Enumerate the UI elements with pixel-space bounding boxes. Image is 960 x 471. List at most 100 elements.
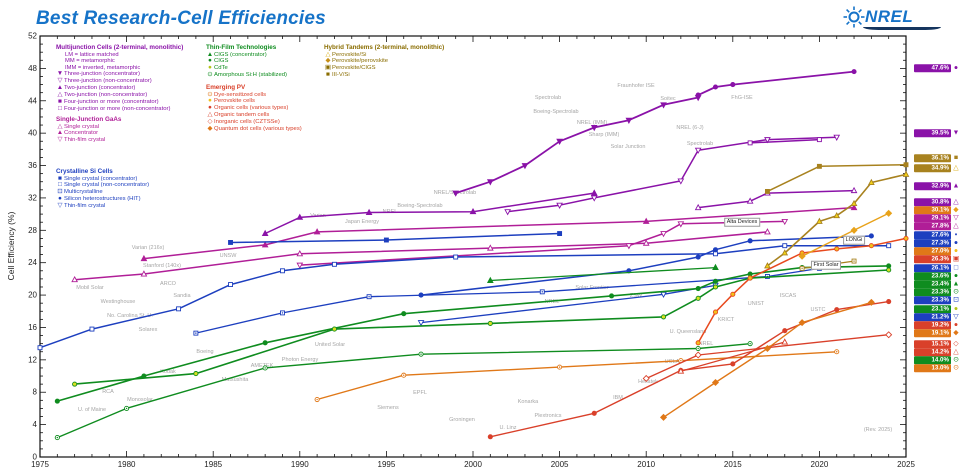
- series-si-single-crystal-concentrator-: [228, 231, 563, 245]
- series-perovskite-perovskite-tandem: [798, 209, 893, 260]
- series-cdte: [72, 267, 892, 387]
- legend-note: MM = metamorphic: [65, 58, 115, 65]
- y-tick-label: 28: [28, 226, 37, 235]
- series-perovskite-si-tandem: [764, 170, 910, 269]
- record-chip: 21.2%: [914, 313, 951, 321]
- legend-item-label: CdTe: [214, 65, 228, 72]
- x-tick-label: 1990: [291, 460, 309, 469]
- legend-marker-icon: ▼: [56, 70, 64, 78]
- legend-item-label: Four-junction or more (concentrator): [64, 98, 159, 105]
- legend-item-label: Four-junction or more (non-concentrator): [64, 105, 171, 112]
- record-chip: 26.3%: [914, 255, 951, 263]
- record-chip: 36.1%: [914, 154, 951, 162]
- sun-icon: [843, 6, 865, 28]
- legend-item: ● Silicon heterostructures (HIT): [56, 195, 149, 203]
- legend-marker-icon: ●: [58, 195, 62, 203]
- record-chip: 30.1%: [914, 206, 951, 214]
- record-chip: 39.5%: [914, 129, 951, 137]
- record-chip: 27.0%: [914, 247, 951, 255]
- legend-item-label: Two-junction (concentrator): [64, 85, 136, 92]
- series-iii-v-si-tandem: [764, 162, 909, 194]
- legend-marker-icon: ▲: [56, 129, 64, 137]
- record-chip: 27.6%: [914, 231, 951, 239]
- y-tick-label: 16: [28, 323, 37, 332]
- y-tick-label: 12: [28, 355, 37, 364]
- legend-marker-icon: ⊙: [207, 71, 213, 79]
- legend-item: △ Organic tandem cells: [206, 111, 302, 119]
- legend-marker-icon: △: [325, 50, 331, 58]
- series-dye-sensitized-cells: [314, 349, 840, 403]
- record-chip-marker-icon: ⊙: [953, 356, 959, 364]
- record-chip-marker-icon: ⊙: [953, 288, 959, 296]
- y-axis-title: Cell Efficiency (%): [6, 211, 16, 280]
- x-tick-label: 2020: [811, 460, 829, 469]
- x-tick-label: 1975: [31, 460, 49, 469]
- legend-item: ▣Perovskite/CIGS: [324, 64, 444, 72]
- legend-item: ▽ Thin-film crystal: [56, 202, 149, 210]
- legend-section-title: Hybrid Tandems (2-terminal, monolithic): [324, 44, 445, 51]
- legend-marker-icon: △: [57, 122, 63, 130]
- legend-note: LM = lattice matched: [65, 51, 119, 58]
- legend-item: △ Two-junction (non-concentrator): [56, 91, 183, 99]
- x-tick-label: 2005: [551, 460, 569, 469]
- record-chip: 19.2%: [914, 321, 951, 329]
- record-chip-marker-icon: ◆: [953, 329, 959, 337]
- logo-swoosh: [863, 27, 941, 30]
- legend-item-label: Perovskite/perovskite: [332, 58, 388, 65]
- legend-marker-icon: ⊡: [57, 188, 63, 196]
- series-three-junction-concentrator-: [452, 95, 702, 197]
- legend-marker-icon: ▣: [324, 64, 332, 72]
- legend-item-label: Quantum dot cells (various types): [214, 126, 302, 133]
- legend-section-title: Single-Junction GaAs: [56, 116, 122, 123]
- legend-item-label: Single crystal (non-concentrator): [64, 182, 150, 189]
- legend-item: ▽ Thin-film crystal: [56, 136, 121, 144]
- legend-item-label: Thin-film crystal: [64, 137, 106, 144]
- legend-item: ◆ Perovskite/perovskite: [324, 58, 444, 65]
- legend-marker-icon: ●: [208, 64, 212, 72]
- record-chip-marker-icon: ▼: [952, 129, 960, 137]
- legend-marker-icon: ●: [208, 57, 212, 65]
- legend-item-label: Thin-film crystal: [64, 203, 106, 210]
- series-si-single-crystal-non-concentrator-: [37, 243, 892, 351]
- record-chip-marker-icon: ⊡: [953, 296, 959, 304]
- legend-item: △ Perovskite/Si: [324, 50, 444, 59]
- record-chip-marker-icon: ▽: [953, 214, 959, 222]
- y-tick-label: 44: [28, 96, 37, 105]
- y-tick-label: 52: [28, 32, 37, 41]
- legend-marker-icon: □: [58, 181, 62, 189]
- legend-item: ▽ Three-junction (non-concentrator): [56, 77, 183, 85]
- page-title: Best Research-Cell Efficiencies: [36, 8, 326, 29]
- record-chip-marker-icon: ▽: [953, 313, 959, 321]
- y-tick-label: 24: [28, 258, 37, 267]
- record-chip: 30.8%: [914, 198, 951, 206]
- series-three-junction-non-concentrator-: [504, 134, 841, 216]
- legend-item-label: Dye-sensitized cells: [214, 91, 267, 98]
- legend-item-label: Concentrator: [64, 130, 99, 137]
- legend-section: Crystalline Si Cells ■ Single crystal (con…: [56, 168, 149, 210]
- series-two-junction-non-concentrator-: [694, 186, 858, 211]
- record-chip: 23.6%: [914, 272, 951, 280]
- record-chip: 14.0%: [914, 356, 951, 364]
- series-inorganic-cells-cztsse-: [642, 331, 893, 383]
- legend-item: ◆ Quantum dot cells (various types): [206, 125, 302, 133]
- record-chip: 47.6%: [914, 64, 951, 72]
- y-tick-label: 0: [33, 453, 38, 462]
- legend-marker-icon: ◆: [325, 57, 331, 65]
- record-chip-marker-icon: ●: [953, 64, 959, 72]
- legend-marker-icon: ⊙: [207, 90, 213, 98]
- legend-marker-icon: ■: [58, 174, 62, 182]
- record-chip: 15.1%: [914, 340, 951, 348]
- legend-item: ● Organic cells (various types): [206, 104, 302, 112]
- series-four-junction-or-more-concentrator-: [695, 69, 857, 98]
- legend-marker-icon: ▲: [206, 50, 214, 58]
- x-tick-label: 2015: [724, 460, 742, 469]
- legend-item-label: Single crystal: [64, 123, 100, 130]
- record-chip-marker-icon: ▲: [952, 182, 960, 190]
- nrel-logo-text: NREL: [865, 7, 914, 26]
- legend-item: ⊙Dye-sensitized cells: [206, 90, 302, 99]
- legend-marker-icon: ■: [326, 71, 330, 79]
- legend-section-title: Multijunction Cells (2-terminal, monolit…: [56, 44, 184, 51]
- legend-marker-icon: ▲: [56, 84, 64, 92]
- legend-item-label: Perovskite/CIGS: [332, 65, 376, 72]
- record-chip: 14.2%: [914, 348, 951, 356]
